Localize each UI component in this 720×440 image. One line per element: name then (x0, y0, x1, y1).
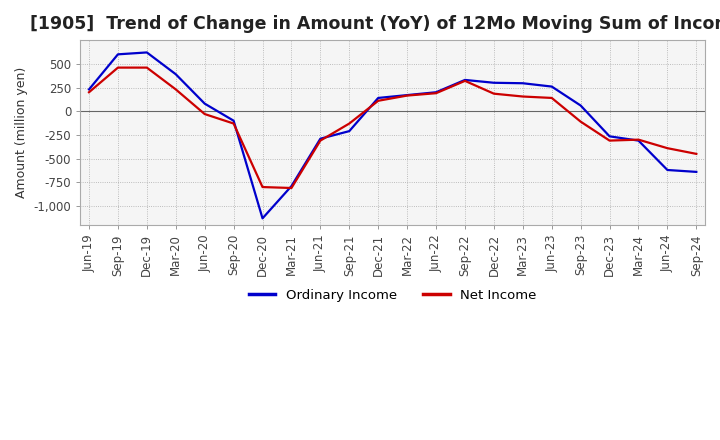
Ordinary Income (85, 87, 94, 92)
Net Income (518, 94, 527, 99)
Ordinary Income (200, 101, 209, 106)
Net Income (258, 184, 267, 190)
Ordinary Income (143, 50, 151, 55)
Net Income (402, 93, 411, 98)
Ordinary Income (576, 103, 585, 108)
Ordinary Income (432, 90, 441, 95)
Net Income (85, 90, 94, 95)
Ordinary Income (114, 51, 122, 57)
Ordinary Income (402, 92, 411, 98)
Line: Ordinary Income: Ordinary Income (89, 52, 696, 218)
Ordinary Income (634, 138, 643, 143)
Title: [1905]  Trend of Change in Amount (YoY) of 12Mo Moving Sum of Incomes: [1905] Trend of Change in Amount (YoY) o… (30, 15, 720, 33)
Ordinary Income (692, 169, 701, 175)
Net Income (432, 91, 441, 96)
Line: Net Income: Net Income (89, 68, 696, 188)
Net Income (634, 137, 643, 142)
Net Income (692, 151, 701, 157)
Net Income (490, 91, 498, 96)
Net Income (229, 121, 238, 126)
Net Income (461, 78, 469, 84)
Ordinary Income (258, 216, 267, 221)
Y-axis label: Amount (million yen): Amount (million yen) (15, 67, 28, 198)
Ordinary Income (547, 84, 556, 89)
Net Income (374, 98, 382, 103)
Net Income (606, 138, 614, 143)
Net Income (200, 111, 209, 117)
Net Income (171, 87, 180, 92)
Ordinary Income (171, 72, 180, 77)
Ordinary Income (606, 134, 614, 139)
Ordinary Income (229, 118, 238, 123)
Net Income (114, 65, 122, 70)
Ordinary Income (287, 183, 296, 189)
Ordinary Income (490, 80, 498, 85)
Net Income (576, 119, 585, 124)
Ordinary Income (518, 81, 527, 86)
Net Income (663, 146, 672, 151)
Net Income (316, 138, 325, 143)
Ordinary Income (663, 167, 672, 172)
Net Income (547, 95, 556, 101)
Ordinary Income (374, 95, 382, 101)
Legend: Ordinary Income, Net Income: Ordinary Income, Net Income (243, 283, 542, 307)
Ordinary Income (345, 128, 354, 134)
Ordinary Income (316, 136, 325, 141)
Ordinary Income (461, 77, 469, 83)
Net Income (143, 65, 151, 70)
Net Income (287, 185, 296, 191)
Net Income (345, 121, 354, 126)
